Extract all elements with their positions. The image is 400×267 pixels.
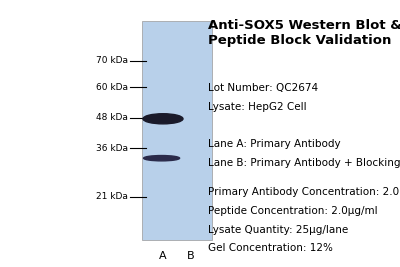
Text: Lysate: HepG2 Cell: Lysate: HepG2 Cell bbox=[208, 102, 307, 112]
Text: 70 kDa: 70 kDa bbox=[96, 56, 128, 65]
Text: Peptide Concentration: 2.0µg/ml: Peptide Concentration: 2.0µg/ml bbox=[208, 206, 378, 216]
Ellipse shape bbox=[143, 114, 183, 124]
Text: B: B bbox=[187, 251, 195, 261]
Text: Lot Number: QC2674: Lot Number: QC2674 bbox=[208, 83, 318, 93]
Text: Lane A: Primary Antibody: Lane A: Primary Antibody bbox=[208, 139, 341, 149]
Text: Anti-SOX5 Western Blot &
Peptide Block Validation: Anti-SOX5 Western Blot & Peptide Block V… bbox=[208, 19, 400, 47]
Text: 48 kDa: 48 kDa bbox=[96, 113, 128, 122]
Bar bbox=[142, 21, 212, 240]
Text: 36 kDa: 36 kDa bbox=[96, 144, 128, 153]
Ellipse shape bbox=[144, 155, 180, 161]
Text: Primary Antibody Concentration: 2.0µg/ml: Primary Antibody Concentration: 2.0µg/ml bbox=[208, 187, 400, 197]
Text: Lysate Quantity: 25µg/lane: Lysate Quantity: 25µg/lane bbox=[208, 225, 348, 235]
Text: 21 kDa: 21 kDa bbox=[96, 192, 128, 201]
Text: Lane B: Primary Antibody + Blocking Peptide: Lane B: Primary Antibody + Blocking Pept… bbox=[208, 158, 400, 168]
Text: 60 kDa: 60 kDa bbox=[96, 83, 128, 92]
Text: Gel Concentration: 12%: Gel Concentration: 12% bbox=[208, 243, 333, 253]
Text: A: A bbox=[159, 251, 167, 261]
